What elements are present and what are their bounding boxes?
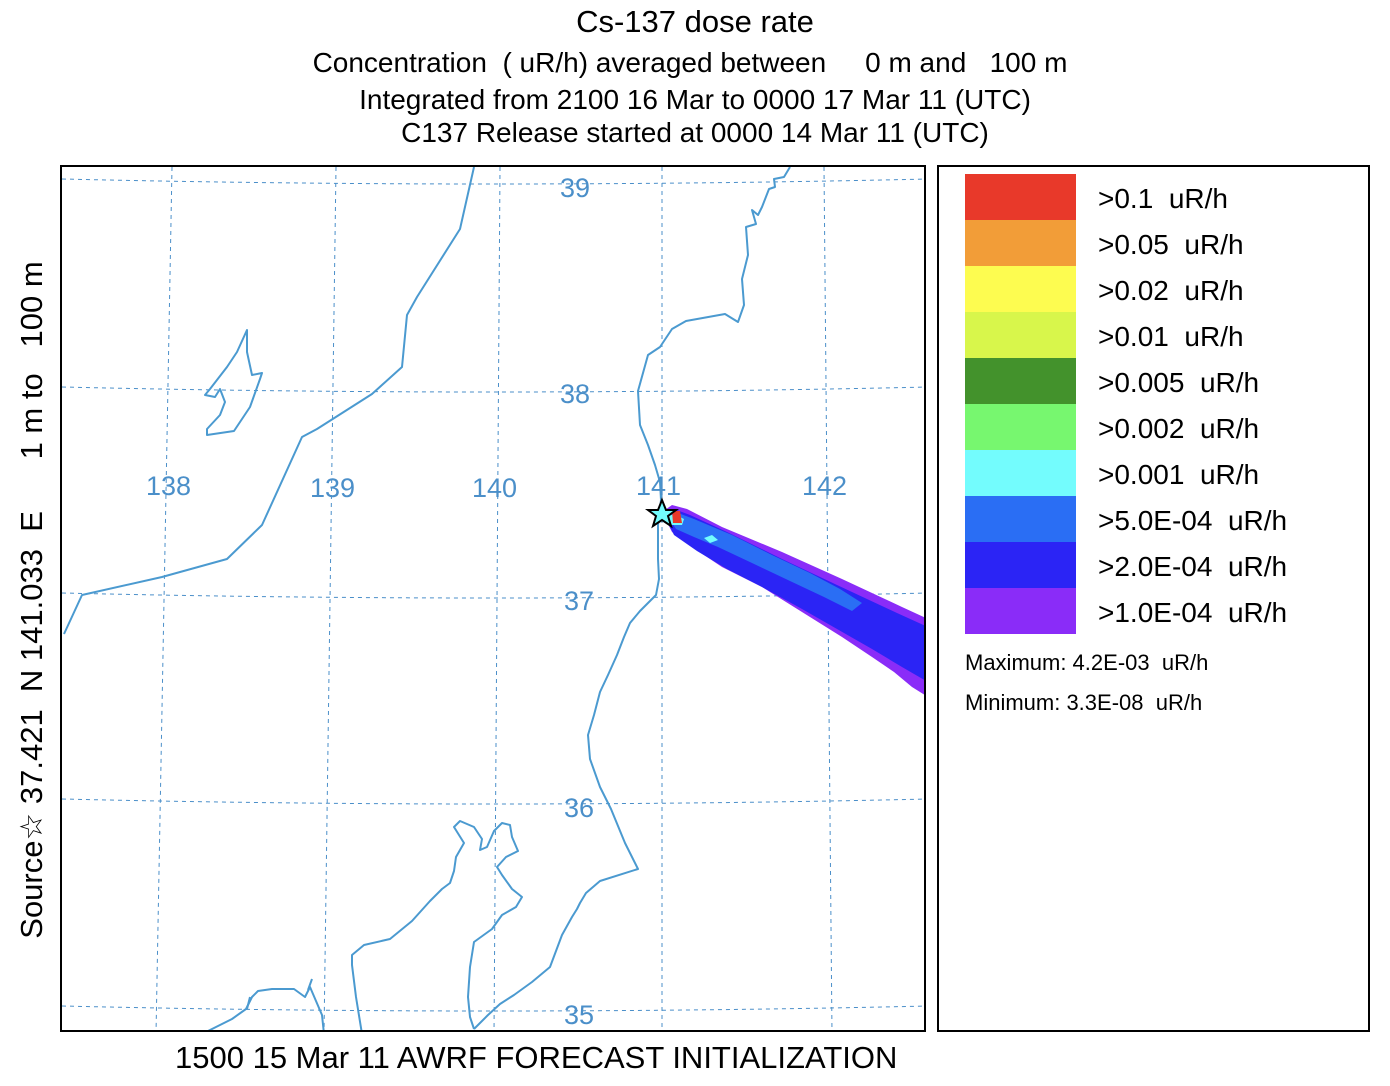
legend-item: >0.02 uR/h	[965, 266, 1385, 312]
legend-panel: >0.1 uR/h >0.05 uR/h >0.02 uR/h >0.01 uR…	[937, 165, 1370, 1032]
legend-item: >0.1 uR/h	[965, 174, 1385, 220]
legend-item: >0.01 uR/h	[965, 312, 1385, 358]
latitude-line-39	[62, 178, 924, 185]
longitude-label-142: 142	[802, 471, 847, 501]
legend-swatch	[965, 588, 1076, 634]
legend-item: >0.002 uR/h	[965, 404, 1385, 450]
longitude-label-139: 139	[310, 473, 355, 503]
legend-label: >1.0E-04 uR/h	[1098, 597, 1288, 628]
legend-swatch	[965, 404, 1076, 450]
tokyo-bay-coast	[207, 986, 325, 1030]
legend-item: >0.001 uR/h	[965, 450, 1385, 496]
legend-label: >0.01 uR/h	[1098, 321, 1244, 352]
longitude-line-138	[155, 167, 173, 1030]
legend-label: >0.02 uR/h	[1098, 275, 1244, 306]
longitude-label-140: 140	[472, 473, 517, 503]
legend-swatch	[965, 220, 1076, 266]
longitude-gridlines	[155, 167, 833, 1030]
coastlines	[63, 167, 791, 1030]
legend-swatch	[965, 266, 1076, 312]
latitude-labels: 39 38 37 36 35	[560, 173, 594, 1030]
longitude-label-141: 141	[636, 471, 681, 501]
legend-swatch	[965, 450, 1076, 496]
source-location-label: Source☆ 37.421 N 141.033 E 1 m to 100 m	[14, 261, 49, 939]
legend-label: >0.001 uR/h	[1098, 459, 1260, 490]
legend-item: >0.005 uR/h	[965, 358, 1385, 404]
legend-label: >5.0E-04 uR/h	[1098, 505, 1288, 536]
legend-item: >1.0E-04 uR/h	[965, 588, 1385, 634]
sado-island	[204, 329, 263, 436]
forecast-initialization-label: 1500 15 Mar 11 AWRF FORECAST INITIALIZAT…	[175, 1040, 898, 1075]
legend-swatch	[965, 312, 1076, 358]
concentration-subtitle: Concentration ( uR/h) averaged between 0…	[312, 47, 1068, 78]
peninsula-coast	[246, 978, 313, 1010]
chart-title: Cs-137 dose rate	[576, 4, 814, 39]
latitude-label-35: 35	[564, 1000, 594, 1030]
legend-swatch	[965, 358, 1076, 404]
longitude-line-140	[493, 167, 501, 1030]
legend-label: >0.005 uR/h	[1098, 367, 1260, 398]
legend-item: >0.05 uR/h	[965, 220, 1385, 266]
legend-item: >5.0E-04 uR/h	[965, 496, 1385, 542]
latitude-line-38	[62, 386, 924, 393]
legend-label: >2.0E-04 uR/h	[1098, 551, 1288, 582]
release-subtitle: C137 Release started at 0000 14 Mar 11 (…	[401, 117, 989, 148]
latitude-label-36: 36	[564, 793, 594, 823]
latitude-label-37: 37	[564, 586, 594, 616]
legend-label: >0.002 uR/h	[1098, 413, 1260, 444]
latitude-line-36	[62, 798, 924, 805]
latitude-label-39: 39	[560, 173, 590, 203]
legend-item: >2.0E-04 uR/h	[965, 542, 1385, 588]
latitude-label-38: 38	[560, 379, 590, 409]
legend-swatch	[965, 174, 1076, 220]
integration-subtitle: Integrated from 2100 16 Mar to 0000 17 M…	[359, 84, 1031, 115]
longitude-line-139	[323, 167, 337, 1030]
west-coastline	[63, 167, 475, 635]
maximum-value: Maximum: 4.2E-03 uR/h	[965, 650, 1209, 675]
longitude-label-138: 138	[146, 471, 191, 501]
plume-contour-5e-4	[668, 513, 862, 611]
east-coastline	[473, 167, 791, 1030]
boso-coastline	[351, 820, 523, 1030]
plume-contour-0p1	[672, 511, 682, 523]
legend-swatch	[965, 496, 1076, 542]
legend-swatch	[965, 542, 1076, 588]
map-panel[interactable]: 138 139 140 141 142 39 38 37 36 35	[60, 165, 926, 1032]
minimum-value: Minimum: 3.3E-08 uR/h	[965, 690, 1203, 715]
legend-label: >0.05 uR/h	[1098, 229, 1244, 260]
dispersion-plume	[662, 505, 924, 695]
legend-label: >0.1 uR/h	[1098, 183, 1228, 214]
map-canvas[interactable]: 138 139 140 141 142 39 38 37 36 35	[62, 167, 926, 1032]
longitude-labels: 138 139 140 141 142	[146, 471, 847, 503]
source-star-icon[interactable]	[645, 497, 679, 529]
